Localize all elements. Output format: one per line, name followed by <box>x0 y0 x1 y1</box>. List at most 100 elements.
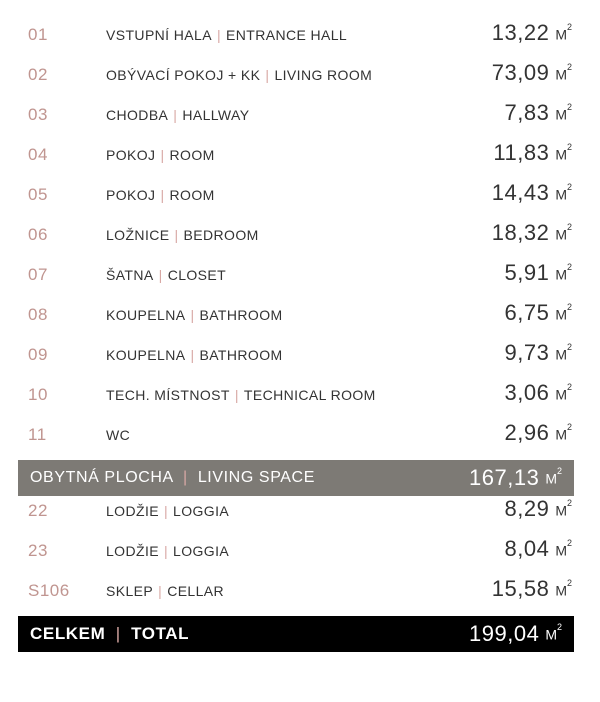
room-name-cz: SKLEP <box>106 583 153 599</box>
room-name: POKOJ|ROOM <box>106 187 492 203</box>
table-row: 02OBÝVACÍ POKOJ + KK|LIVING ROOM73,09M2 <box>28 60 572 100</box>
room-number: 05 <box>28 185 106 205</box>
separator-icon: | <box>111 624 126 644</box>
room-schedule-table: 01VSTUPNÍ HALA|ENTRANCE HALL13,22M202OBÝ… <box>0 0 600 652</box>
table-row: 11WC2,96M2 <box>28 420 572 460</box>
area-unit: M2 <box>555 346 572 363</box>
area-unit: M2 <box>555 386 572 403</box>
room-name-cz: CHODBA <box>106 107 168 123</box>
room-area: 18,32 <box>492 220 550 246</box>
room-name: TECH. MÍSTNOST|TECHNICAL ROOM <box>106 387 504 403</box>
area-unit: M2 <box>555 226 572 243</box>
table-row: 08KOUPELNA|BATHROOM6,75M2 <box>28 300 572 340</box>
table-row: 01VSTUPNÍ HALA|ENTRANCE HALL13,22M2 <box>28 20 572 60</box>
room-area-wrap: 18,32 M2 <box>492 220 572 246</box>
room-name: WC <box>106 427 504 443</box>
room-name-cz: LOŽNICE <box>106 227 169 243</box>
room-number: 07 <box>28 265 106 285</box>
room-name-cz: KOUPELNA <box>106 347 185 363</box>
room-number: S106 <box>28 581 106 601</box>
room-name-cz: POKOJ <box>106 187 155 203</box>
table-row: 09KOUPELNA|BATHROOM9,73M2 <box>28 340 572 380</box>
room-name-en: CELLAR <box>167 583 224 599</box>
room-area: 2,96 <box>504 420 549 446</box>
room-name-en: LOGGIA <box>173 503 229 519</box>
room-name-en: BATHROOM <box>200 307 283 323</box>
subtotal-label-en: LIVING SPACE <box>198 469 315 486</box>
main-rooms-section: 01VSTUPNÍ HALA|ENTRANCE HALL13,22M202OBÝ… <box>28 20 572 460</box>
room-name-en: ENTRANCE HALL <box>226 27 347 43</box>
area-unit: M2 <box>555 26 572 43</box>
total-area: 199,04 <box>469 621 539 647</box>
area-unit: M2 <box>555 542 572 559</box>
room-name-cz: POKOJ <box>106 147 155 163</box>
room-name-en: LIVING ROOM <box>274 67 372 83</box>
room-name: KOUPELNA|BATHROOM <box>106 307 504 323</box>
room-name-cz: WC <box>106 427 130 443</box>
area-unit: M2 <box>555 146 572 163</box>
room-name-en: BEDROOM <box>184 227 259 243</box>
room-name: LOŽNICE|BEDROOM <box>106 227 492 243</box>
table-row: 05POKOJ|ROOM14,43M2 <box>28 180 572 220</box>
room-area-wrap: 8,04 M2 <box>504 536 572 562</box>
total-label-en: TOTAL <box>131 624 189 643</box>
total-band: CELKEM | TOTAL 199,04 M2 <box>18 616 574 652</box>
room-number: 08 <box>28 305 106 325</box>
separator-icon: | <box>168 107 182 123</box>
room-number: 06 <box>28 225 106 245</box>
room-area: 13,22 <box>492 20 550 46</box>
room-area: 15,58 <box>492 576 550 602</box>
separator-icon: | <box>178 469 193 487</box>
area-unit: M2 <box>555 266 572 283</box>
room-area: 8,04 <box>504 536 549 562</box>
room-area: 73,09 <box>492 60 550 86</box>
room-number: 23 <box>28 541 106 561</box>
room-name-en: CLOSET <box>168 267 226 283</box>
room-name-en: LOGGIA <box>173 543 229 559</box>
room-name: KOUPELNA|BATHROOM <box>106 347 504 363</box>
room-area-wrap: 7,83M2 <box>504 100 572 126</box>
room-area: 3,06 <box>504 380 549 406</box>
room-area-wrap: 2,96M2 <box>504 420 572 446</box>
room-area-wrap: 14,43M2 <box>492 180 572 206</box>
table-row: 10TECH. MÍSTNOST|TECHNICAL ROOM3,06 M2 <box>28 380 572 420</box>
room-name-cz: LODŽIE <box>106 543 159 559</box>
area-unit: M2 <box>555 502 572 519</box>
room-name-cz: OBÝVACÍ POKOJ + KK <box>106 67 260 83</box>
separator-icon: | <box>185 307 199 323</box>
subtotal-band: OBYTNÁ PLOCHA | LIVING SPACE 167,13 M2 <box>18 460 574 496</box>
area-unit: M2 <box>555 306 572 323</box>
room-name: LODŽIE|LOGGIA <box>106 543 504 559</box>
room-name-en: TECHNICAL ROOM <box>244 387 376 403</box>
room-number: 04 <box>28 145 106 165</box>
subtotal-label: OBYTNÁ PLOCHA | LIVING SPACE <box>30 469 469 487</box>
separator-icon: | <box>185 347 199 363</box>
room-name: OBÝVACÍ POKOJ + KK|LIVING ROOM <box>106 67 492 83</box>
area-unit: M2 <box>555 106 572 123</box>
room-area-wrap: 3,06 M2 <box>504 380 572 406</box>
room-number: 10 <box>28 385 106 405</box>
total-label: CELKEM | TOTAL <box>30 624 469 644</box>
room-name-en: HALLWAY <box>182 107 249 123</box>
table-row: 06LOŽNICE|BEDROOM18,32 M2 <box>28 220 572 260</box>
table-row: 03CHODBA|HALLWAY7,83M2 <box>28 100 572 140</box>
room-name-cz: KOUPELNA <box>106 307 185 323</box>
room-area-wrap: 11,83 M2 <box>493 140 572 166</box>
room-area-wrap: 9,73 M2 <box>504 340 572 366</box>
room-name-en: ROOM <box>170 187 215 203</box>
room-name-en: BATHROOM <box>200 347 283 363</box>
room-name: POKOJ|ROOM <box>106 147 493 163</box>
room-area-wrap: 13,22 M2 <box>492 20 572 46</box>
room-name: VSTUPNÍ HALA|ENTRANCE HALL <box>106 27 492 43</box>
room-area-wrap: 6,75M2 <box>504 300 572 326</box>
total-label-cz: CELKEM <box>30 624 105 643</box>
room-area-wrap: 15,58M2 <box>492 576 572 602</box>
subtotal-unit: M2 <box>545 470 562 487</box>
room-area: 9,73 <box>504 340 549 366</box>
area-unit: M2 <box>555 186 572 203</box>
room-area-wrap: 8,29M2 <box>504 496 572 522</box>
room-number: 02 <box>28 65 106 85</box>
separator-icon: | <box>155 187 169 203</box>
subtotal-label-cz: OBYTNÁ PLOCHA <box>30 469 173 486</box>
room-area: 11,83 <box>493 140 549 166</box>
